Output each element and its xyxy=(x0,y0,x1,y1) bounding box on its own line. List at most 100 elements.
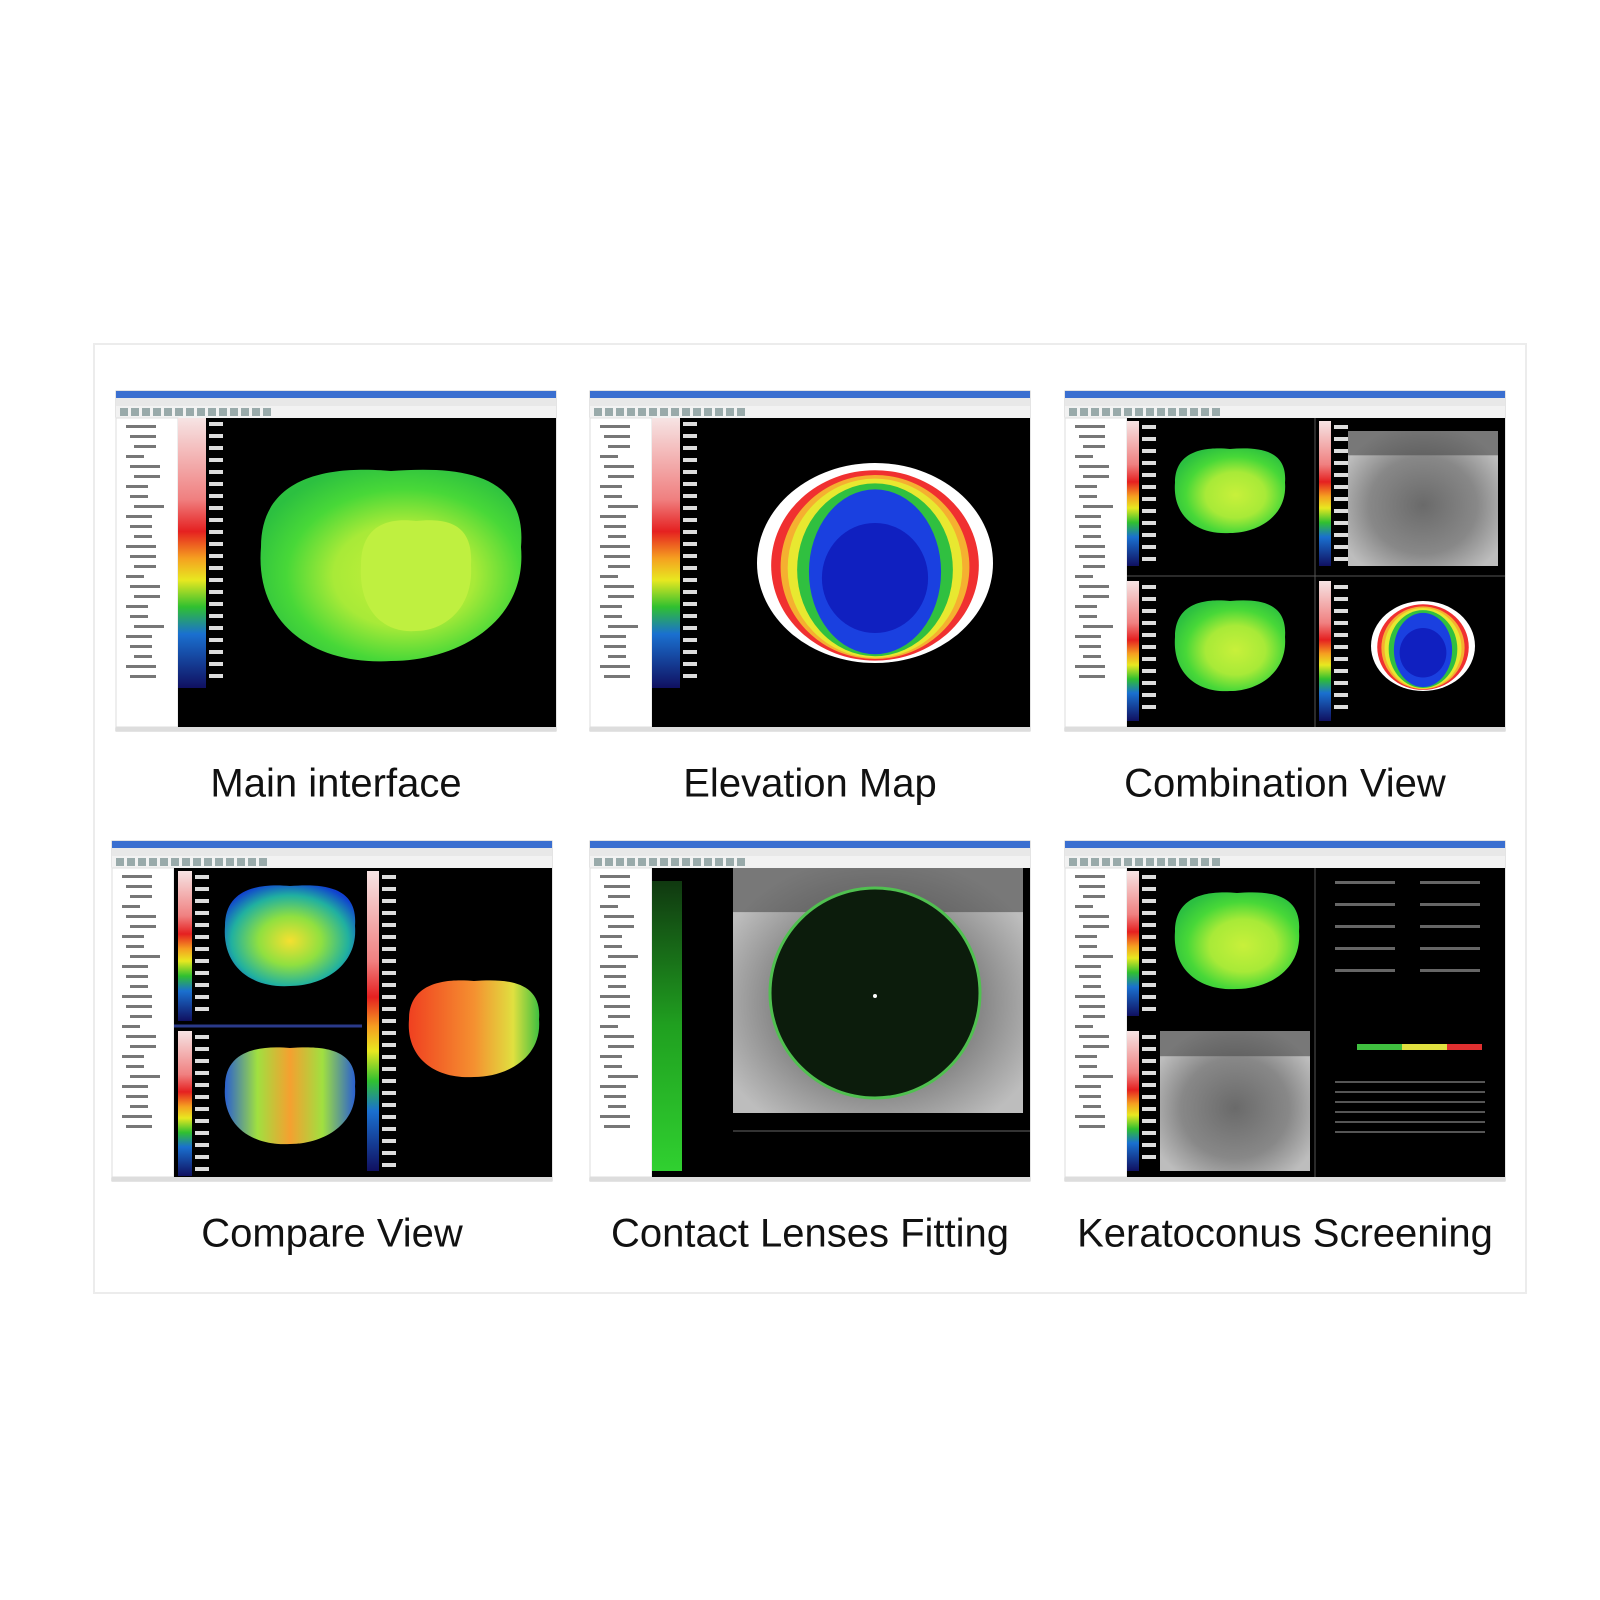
scale-label xyxy=(1334,669,1348,673)
screenshot-panel xyxy=(1064,840,1506,1182)
tool-icon xyxy=(149,858,157,866)
tree-item xyxy=(130,925,156,928)
tool-icon xyxy=(153,408,161,416)
scale-label xyxy=(1334,461,1348,465)
tree-item xyxy=(122,1085,148,1088)
color-scale xyxy=(1127,581,1139,721)
report-line xyxy=(1420,925,1480,928)
scale-label xyxy=(195,1095,209,1099)
elevation-core xyxy=(821,523,929,633)
tree-item xyxy=(604,1005,630,1008)
tree-item xyxy=(122,1025,140,1028)
tool-icon xyxy=(1190,408,1198,416)
report-line xyxy=(1335,1081,1485,1083)
tool-icon xyxy=(164,408,172,416)
tree-item xyxy=(126,975,148,978)
tree-item xyxy=(604,435,630,438)
scale-label xyxy=(683,650,697,654)
scale-label xyxy=(382,887,396,891)
report-line xyxy=(1335,1101,1485,1103)
tree-item xyxy=(1079,555,1105,558)
scale-label xyxy=(195,1143,209,1147)
scale-label xyxy=(209,518,223,522)
report-line xyxy=(1420,881,1480,884)
tree-item xyxy=(134,445,156,448)
elevation-core xyxy=(1399,628,1447,678)
scale-label xyxy=(1334,437,1348,441)
tree-item xyxy=(600,485,622,488)
scale-label xyxy=(1142,1083,1156,1087)
scale-label xyxy=(1334,545,1348,549)
tree-item xyxy=(126,485,148,488)
tree-item xyxy=(600,995,630,998)
tree-item xyxy=(1083,1015,1105,1018)
scale-label xyxy=(683,566,697,570)
menu-bar xyxy=(1065,398,1505,406)
tree-item xyxy=(126,455,144,458)
tool-icon xyxy=(1179,408,1187,416)
tree-item xyxy=(130,615,148,618)
scale-label xyxy=(1142,947,1156,951)
tree-item xyxy=(1083,445,1105,448)
tool-icon xyxy=(1146,408,1154,416)
tree-item xyxy=(1083,595,1109,598)
tree-item xyxy=(126,515,152,518)
tree-item xyxy=(608,985,626,988)
panel-caption: Compare View xyxy=(201,1212,463,1256)
title-bar xyxy=(1065,391,1505,398)
tree-item xyxy=(604,1095,626,1098)
tool-icon xyxy=(127,858,135,866)
report-line xyxy=(1335,1111,1485,1113)
tree-item xyxy=(1079,1035,1109,1038)
scale-label xyxy=(1334,485,1348,489)
scale-label xyxy=(1334,645,1348,649)
scale-label xyxy=(1334,705,1348,709)
tree-item xyxy=(130,645,152,648)
screenshot-panel xyxy=(115,390,557,732)
menu-bar xyxy=(112,848,552,856)
topography-map xyxy=(224,1047,356,1145)
scale-label xyxy=(382,983,396,987)
scale-label xyxy=(195,875,209,879)
tool-icon xyxy=(616,408,624,416)
tool-icon xyxy=(1157,408,1165,416)
scale-label xyxy=(195,1167,209,1171)
scale-label xyxy=(1334,657,1348,661)
scale-label xyxy=(209,446,223,450)
scale-label xyxy=(1142,995,1156,999)
tool-icon xyxy=(1069,408,1077,416)
scale-label xyxy=(382,1115,396,1119)
scale-label xyxy=(195,899,209,903)
scale-label xyxy=(209,554,223,558)
tree-item xyxy=(1075,935,1097,938)
scale-label xyxy=(1142,1143,1156,1147)
tree-item xyxy=(600,905,618,908)
scale-label xyxy=(209,662,223,666)
scale-label xyxy=(1334,597,1348,601)
scale-label xyxy=(1142,461,1156,465)
tree-item xyxy=(1083,955,1113,958)
lens-outline xyxy=(768,886,982,1100)
tree-item xyxy=(604,675,630,678)
tree-item xyxy=(604,645,626,648)
tree-item xyxy=(604,885,630,888)
tool-icon xyxy=(1102,408,1110,416)
scale-label xyxy=(209,578,223,582)
scale-label xyxy=(683,506,697,510)
topography-map xyxy=(224,885,356,987)
tool-icon xyxy=(1190,858,1198,866)
panel-caption: Keratoconus Screening xyxy=(1077,1212,1493,1256)
tool-icon xyxy=(193,858,201,866)
tool-icon xyxy=(120,408,128,416)
tree-item xyxy=(608,1015,630,1018)
scale-label xyxy=(209,542,223,546)
tree-item xyxy=(608,505,638,508)
scale-label xyxy=(382,899,396,903)
tree-item xyxy=(604,975,626,978)
tree-item xyxy=(1083,535,1101,538)
scale-label xyxy=(683,578,697,582)
tree-item xyxy=(604,915,634,918)
tool-icon xyxy=(594,408,602,416)
